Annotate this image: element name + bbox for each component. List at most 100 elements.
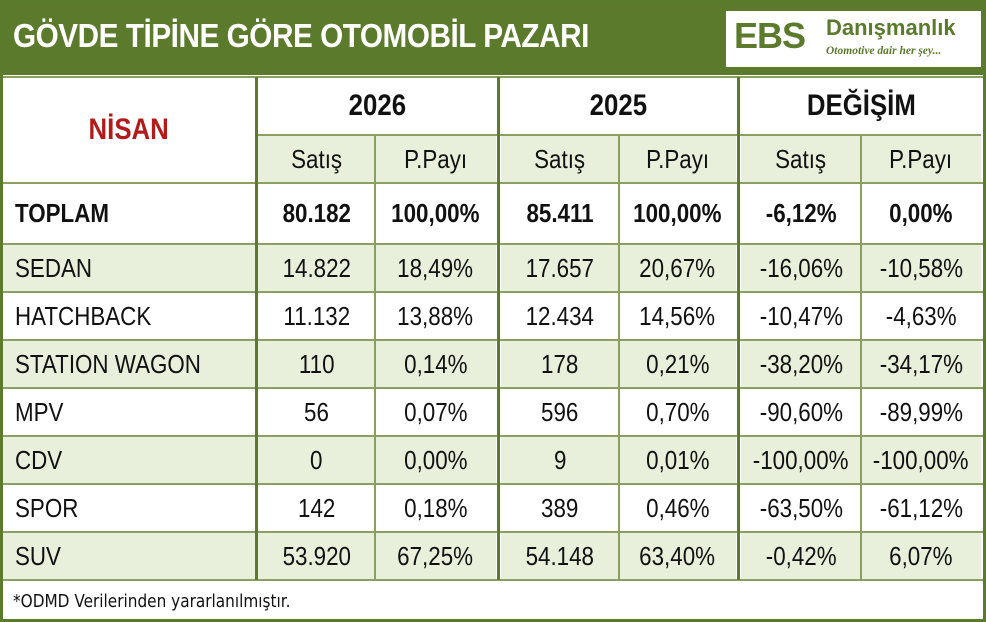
row-label-text: TOPLAM: [15, 198, 109, 228]
table-cell-text: 0,00%: [403, 444, 468, 475]
table-cell-text: 6,07%: [889, 540, 953, 571]
table-cell: -6,12%: [741, 183, 861, 244]
footnote-text: *ODMD Verilerinden yararlanılmıştır.: [13, 591, 291, 612]
table-cell: -61,12%: [861, 484, 981, 532]
table-cell: 0,00%: [375, 436, 496, 484]
table-cell: 0,14%: [375, 340, 496, 388]
subheader-6-text: P.Payı: [889, 143, 953, 174]
table-cell-text: 80.182: [282, 198, 351, 228]
row-label-text: CDV: [15, 444, 63, 475]
table-cell-text: 14,56%: [639, 300, 716, 331]
table-cell-text: 63,40%: [639, 540, 716, 571]
table-cell: 0,70%: [619, 388, 736, 436]
row-label: TOPLAM: [3, 183, 255, 244]
table-cell-text: 0,21%: [645, 348, 710, 379]
table-cell-text: -6,12%: [765, 198, 837, 228]
row-divider: [3, 243, 983, 245]
table-cell-text: 0,46%: [645, 492, 710, 523]
table-cell: 67,25%: [375, 532, 496, 580]
table-cell: -34,17%: [861, 340, 981, 388]
table-cell: 20,67%: [619, 244, 736, 292]
table-cell: 11.132: [258, 292, 375, 340]
table-cell: 0,18%: [375, 484, 496, 532]
table-cell-text: -34,17%: [879, 348, 963, 379]
table-cell: 596: [501, 388, 619, 436]
table-cell-text: 56: [304, 396, 329, 427]
column-divider: [860, 135, 862, 580]
table-cell: 63,40%: [619, 532, 736, 580]
row-label: HATCHBACK: [3, 292, 255, 340]
table-cell: 389: [501, 484, 619, 532]
group-header-0-text: 2026: [348, 89, 406, 122]
subheader-4-text: P.Payı: [646, 143, 709, 174]
table-cell: 6,07%: [861, 532, 981, 580]
month-label-text: NİSAN: [88, 113, 170, 146]
row-label-text: SUV: [15, 540, 61, 571]
table-cell-text: 0,00%: [889, 198, 953, 228]
table-cell: 54.148: [501, 532, 619, 580]
subheader-4: P.Payı: [619, 135, 736, 183]
row-label: SUV: [3, 532, 255, 580]
group-divider: [737, 77, 740, 580]
table-cell-text: -89,99%: [879, 396, 963, 427]
row-divider: [3, 579, 983, 581]
table-cell-text: 67,25%: [397, 540, 474, 571]
table-cell: 18,49%: [375, 244, 496, 292]
table-cell: 80.182: [258, 183, 375, 244]
table-cell: -16,06%: [741, 244, 861, 292]
month-label: NİSAN: [3, 77, 255, 183]
table-cell-text: 11.132: [283, 300, 350, 331]
table-cell: -90,60%: [741, 388, 861, 436]
table-cell-text: 14.822: [282, 252, 351, 283]
subheader-3-text: Satış: [534, 143, 586, 174]
table-cell: 14.822: [258, 244, 375, 292]
table-cell-text: 100,00%: [633, 198, 722, 228]
logo-mark: EBS: [734, 15, 806, 56]
table-cell: -10,58%: [861, 244, 981, 292]
table-cell-text: -0,42%: [765, 540, 837, 571]
subheader-2: P.Payı: [375, 135, 496, 183]
table-cell-text: -4,63%: [885, 300, 957, 331]
table-cell-text: 18,49%: [397, 252, 474, 283]
group-header-2: DEĞİŞİM: [741, 77, 981, 135]
table-cell: 0,21%: [619, 340, 736, 388]
row-divider: [3, 531, 983, 533]
group-divider: [497, 77, 500, 580]
table-cell: -100,00%: [861, 436, 981, 484]
table-cell: 56: [258, 388, 375, 436]
table-cell-text: 0,07%: [403, 396, 468, 427]
table-cell: -89,99%: [861, 388, 981, 436]
table-cell-text: 20,67%: [639, 252, 716, 283]
subheader-5-text: Satış: [775, 143, 827, 174]
group-header-1: 2025: [501, 77, 736, 135]
subheader-5: Satış: [741, 135, 861, 183]
table-cell-text: 142: [297, 492, 336, 523]
table-cell-text: 54.148: [525, 540, 595, 571]
table-cell: 53.920: [258, 532, 375, 580]
table-cell-text: 12.434: [525, 300, 595, 331]
table-cell: -10,47%: [741, 292, 861, 340]
table-cell: -100,00%: [741, 436, 861, 484]
subheader-6: P.Payı: [861, 135, 981, 183]
table-cell: 14,56%: [619, 292, 736, 340]
table-cell-text: 0,14%: [403, 348, 468, 379]
footnote: *ODMD Verilerinden yararlanılmıştır.: [13, 591, 339, 612]
row-divider: [3, 435, 983, 437]
subheader-1: Satış: [258, 135, 375, 183]
table-cell-text: 9: [553, 444, 567, 475]
table-cell: 110: [258, 340, 375, 388]
table-cell: 0,46%: [619, 484, 736, 532]
subheader-3: Satış: [501, 135, 619, 183]
table-cell-text: 596: [541, 396, 579, 427]
table-cell: 0,01%: [619, 436, 736, 484]
table-cell-text: -100,00%: [753, 444, 849, 475]
row-label: STATION WAGON: [3, 340, 255, 388]
table-cell: 178: [501, 340, 619, 388]
table-cell-text: 0,18%: [403, 492, 468, 523]
table-cell-text: 110: [298, 348, 335, 379]
row-label: CDV: [3, 436, 255, 484]
table-cell-text: 389: [541, 492, 579, 523]
table-cell-text: 0,01%: [645, 444, 710, 475]
table-cell-text: -10,58%: [879, 252, 963, 283]
